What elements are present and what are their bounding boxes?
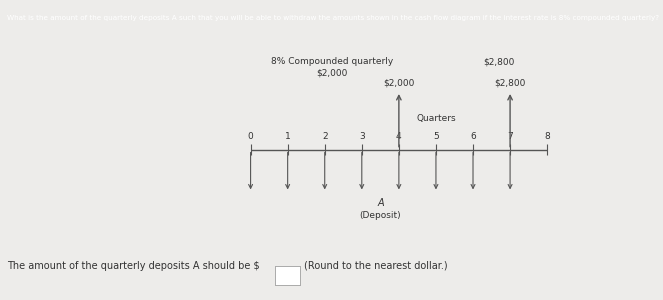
Text: $2,800: $2,800 bbox=[483, 57, 514, 66]
Text: (Deposit): (Deposit) bbox=[359, 212, 401, 220]
Text: The amount of the quarterly deposits A should be $: The amount of the quarterly deposits A s… bbox=[7, 261, 259, 271]
Text: 8: 8 bbox=[544, 132, 550, 141]
Text: 4: 4 bbox=[396, 132, 402, 141]
Text: (Round to the nearest dollar.): (Round to the nearest dollar.) bbox=[304, 261, 448, 271]
Text: $2,000: $2,000 bbox=[316, 69, 348, 78]
Text: 2: 2 bbox=[322, 132, 328, 141]
Text: 0: 0 bbox=[248, 132, 253, 141]
Text: Quarters: Quarters bbox=[416, 114, 455, 123]
Text: 1: 1 bbox=[285, 132, 290, 141]
Text: What is the amount of the quarterly deposits A such that you will be able to wit: What is the amount of the quarterly depo… bbox=[7, 15, 659, 21]
Text: $2,800: $2,800 bbox=[495, 79, 526, 88]
Text: 3: 3 bbox=[359, 132, 365, 141]
Text: 6: 6 bbox=[470, 132, 476, 141]
Text: $2,000: $2,000 bbox=[383, 79, 414, 88]
Text: A: A bbox=[377, 198, 384, 208]
Text: 8% Compounded quarterly: 8% Compounded quarterly bbox=[271, 57, 393, 66]
Text: 5: 5 bbox=[433, 132, 439, 141]
Text: 7: 7 bbox=[507, 132, 513, 141]
